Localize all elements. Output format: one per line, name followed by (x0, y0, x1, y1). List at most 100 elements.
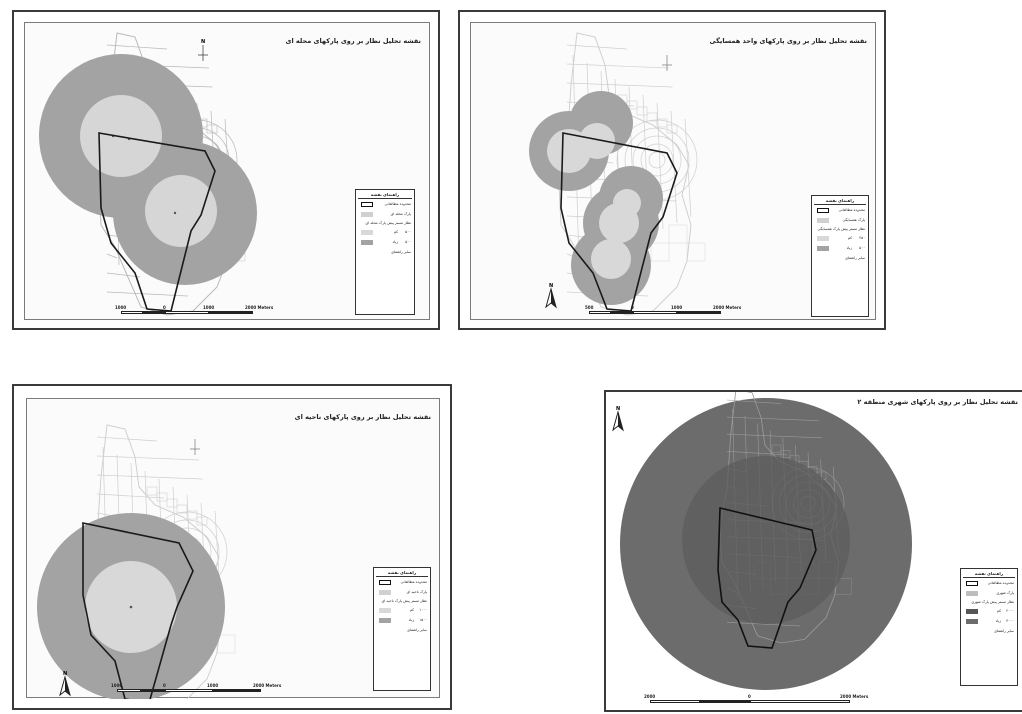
legend-item: نظار مستر پیش پارک شهری (971, 600, 1014, 604)
map-canvas-1: N (39, 32, 257, 316)
legend-item: ۵۰۰ (405, 230, 411, 234)
map-title-2: نقشه تحلیل نظار بر روی پارکهای واحد همسا… (709, 37, 867, 45)
scale-bar-2: 500 0 1000 2000 Meters (585, 305, 742, 319)
inner-buffer (145, 175, 217, 247)
study-area-boundary (82, 522, 194, 699)
park-point (129, 605, 133, 609)
legend-4: راهنمای نقشه محدوده مطالعاتی پارک شهری ن… (960, 568, 1018, 686)
scale-label: 2000 Meters (713, 305, 742, 310)
legend-title: راهنمای نقشه (812, 198, 868, 205)
map-frame-3: نقشه تحلیل نظار بر روی پارکهای ناحیه ای … (26, 398, 440, 699)
scale-label: 1000 (671, 305, 683, 310)
low-swatch (966, 609, 978, 614)
north-arrow-symbol: N (612, 406, 624, 432)
legend-item: زیاد (846, 246, 852, 250)
legend-item: سایر راهنمای (391, 250, 411, 254)
legend-item: محدوده مطالعاتی (384, 202, 411, 206)
legend-1: راهنمای نقشه محدوده مطالعاتی پارک محله ا… (355, 189, 415, 315)
north-arrow-symbol: N (545, 283, 557, 309)
legend-item: سایر راهنمای (845, 256, 865, 260)
legend-2: راهنمای نقشه محدوده مطالعاتی پارک همسایگ… (811, 195, 869, 317)
legend-item: محدوده مطالعاتی (987, 581, 1014, 585)
scale-label: 2000 Meters (253, 683, 282, 688)
park-swatch (966, 591, 978, 596)
scale-label: 1000 (207, 683, 219, 688)
map-frame-1: نقشه تحلیل نظار بر روی پارکهای محله ای N… (24, 22, 430, 320)
legend-item: زیاد (408, 618, 414, 622)
map-canvas-3: N (37, 424, 236, 699)
high-swatch (361, 240, 373, 245)
legend-item: ۵۰۰ (405, 240, 411, 244)
north-arrow (662, 55, 672, 71)
legend-item: سایر راهنمای (407, 628, 427, 632)
map-panel-2: نقشه تحلیل نظار بر روی پارکهای واحد همسا… (458, 10, 886, 330)
legend-title: راهنمای نقشه (374, 570, 430, 577)
north-label: N (549, 283, 553, 289)
legend-item: ۱۵۰۰ (419, 618, 427, 622)
high-swatch (966, 619, 978, 624)
boundary-swatch (817, 208, 829, 213)
map-title-3: نقشه تحلیل نظار بر روی پارکهای ناحیه ای (294, 413, 431, 421)
legend-item: پارک ناحیه ای (406, 590, 427, 594)
legend-item: ۵۰۰ (859, 246, 865, 250)
low-swatch (817, 236, 829, 241)
park-point (173, 211, 177, 215)
north-label: N (201, 39, 205, 45)
scale-bar-4: 2000 0 2000 Meters (644, 694, 880, 708)
legend-title: راهنمای نقشه (961, 571, 1017, 578)
scale-label: 0 (163, 305, 166, 310)
scale-bar-3: 1000 0 1000 2000 Meters (111, 683, 281, 697)
map-title-4: نقشه تحلیل نظار بر روی پارکهای شهری منطق… (857, 398, 1018, 406)
scale-bar-1: 1000 0 1000 2000 Meters (115, 305, 274, 319)
legend-item: محدوده مطالعاتی (400, 580, 427, 584)
boundary-swatch (966, 581, 978, 586)
park-swatch (817, 218, 829, 223)
north-arrow: N (198, 39, 208, 61)
inner-buffer (682, 456, 850, 624)
scale-label: 500 (585, 305, 594, 310)
scale-label: 2000 Meters (840, 694, 869, 699)
legend-item: کم (847, 236, 852, 240)
high-swatch (817, 246, 829, 251)
scale-label: 0 (631, 305, 634, 310)
legend-item: کم (409, 608, 414, 612)
low-swatch (379, 608, 391, 613)
scale-label: 2000 (644, 694, 656, 699)
north-label: N (63, 671, 67, 677)
legend-item: پارک محله ای (390, 212, 411, 216)
legend-item: پارک شهری (996, 591, 1014, 595)
north-arrow-symbol: N (59, 671, 71, 697)
legend-item: زیاد (995, 619, 1001, 623)
map-canvas-2: N (529, 32, 706, 316)
study-area-boundary (717, 506, 817, 649)
legend-item: سایر راهنمای (994, 629, 1014, 633)
legend-item: کم (393, 230, 398, 234)
park-swatch (361, 212, 373, 217)
scale-label: 1000 (115, 305, 127, 310)
boundary-swatch (379, 580, 391, 585)
high-swatch (379, 618, 391, 623)
map-title-1: نقشه تحلیل نظار بر روی پارکهای محله ای (285, 37, 421, 45)
map-panel-1: نقشه تحلیل نظار بر روی پارکهای محله ای N… (12, 10, 440, 330)
scale-label: 1000 (203, 305, 215, 310)
park-swatch (379, 590, 391, 595)
scale-label: 2000 Meters (245, 305, 274, 310)
legend-item: نظار مستر پیش پارک محله ای (365, 221, 411, 225)
legend-item: کم (996, 609, 1001, 613)
legend-item: محدوده مطالعاتی (838, 208, 865, 212)
legend-title: راهنمای نقشه (356, 192, 414, 199)
scale-label: 0 (163, 683, 166, 688)
north-label: N (616, 406, 620, 412)
legend-3: راهنمای نقشه محدوده مطالعاتی پارک ناحیه … (373, 567, 431, 691)
legend-item: نظار مستر پیش پارک ناحیه ای (381, 599, 427, 603)
map-panel-3: نقشه تحلیل نظار بر روی پارکهای ناحیه ای … (12, 384, 452, 710)
boundary-swatch (361, 202, 373, 207)
scale-label: 1000 (111, 683, 123, 688)
legend-item: پارک همسایگی (842, 218, 865, 222)
low-swatch (361, 230, 373, 235)
buffer-inner (547, 123, 641, 279)
scale-label: 0 (748, 694, 751, 699)
legend-item: ۲۰۰۰ (1006, 609, 1014, 613)
map-panel-4: نقشه تحلیل نظار بر روی پارکهای شهری منطق… (604, 390, 1022, 712)
map-frame-2: نقشه تحلیل نظار بر روی پارکهای واحد همسا… (470, 22, 876, 320)
